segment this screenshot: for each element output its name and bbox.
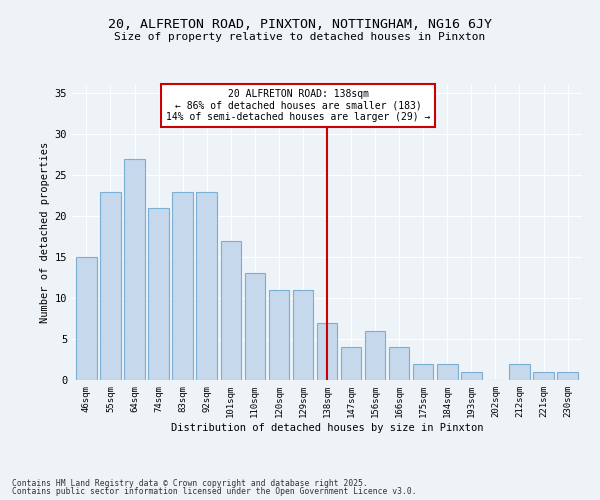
- Bar: [341, 347, 361, 380]
- Bar: [509, 364, 530, 380]
- Bar: [365, 331, 385, 380]
- Text: Contains public sector information licensed under the Open Government Licence v3: Contains public sector information licen…: [12, 487, 416, 496]
- Bar: [293, 290, 313, 380]
- X-axis label: Distribution of detached houses by size in Pinxton: Distribution of detached houses by size …: [171, 422, 483, 432]
- Bar: [533, 372, 554, 380]
- Bar: [317, 322, 337, 380]
- Bar: [413, 364, 433, 380]
- Bar: [76, 257, 97, 380]
- Bar: [269, 290, 289, 380]
- Bar: [389, 347, 409, 380]
- Text: Size of property relative to detached houses in Pinxton: Size of property relative to detached ho…: [115, 32, 485, 42]
- Bar: [100, 192, 121, 380]
- Bar: [245, 274, 265, 380]
- Bar: [461, 372, 482, 380]
- Bar: [557, 372, 578, 380]
- Bar: [148, 208, 169, 380]
- Bar: [124, 159, 145, 380]
- Bar: [221, 240, 241, 380]
- Y-axis label: Number of detached properties: Number of detached properties: [40, 142, 50, 323]
- Bar: [196, 192, 217, 380]
- Text: Contains HM Land Registry data © Crown copyright and database right 2025.: Contains HM Land Registry data © Crown c…: [12, 478, 368, 488]
- Bar: [437, 364, 458, 380]
- Text: 20 ALFRETON ROAD: 138sqm
← 86% of detached houses are smaller (183)
14% of semi-: 20 ALFRETON ROAD: 138sqm ← 86% of detach…: [166, 89, 430, 122]
- Bar: [172, 192, 193, 380]
- Text: 20, ALFRETON ROAD, PINXTON, NOTTINGHAM, NG16 6JY: 20, ALFRETON ROAD, PINXTON, NOTTINGHAM, …: [108, 18, 492, 30]
